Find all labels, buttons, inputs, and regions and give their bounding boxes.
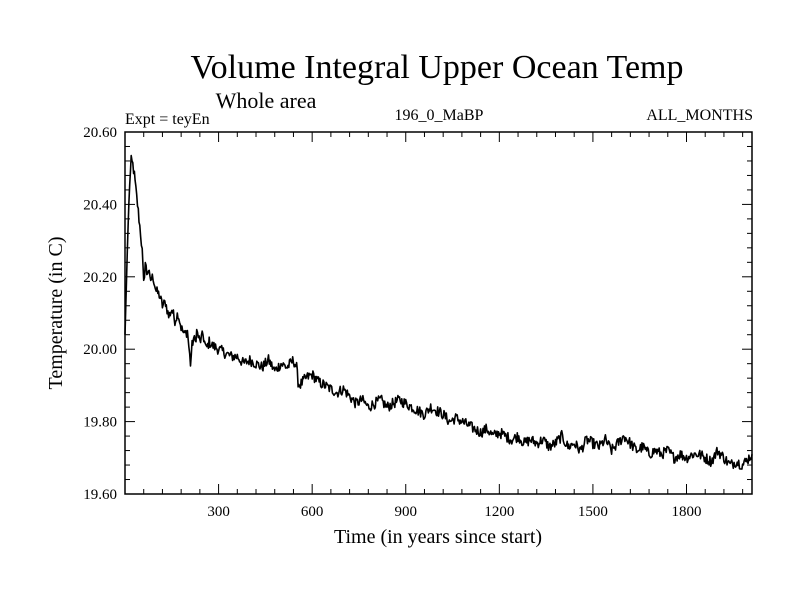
y-tick-label: 19.80: [83, 415, 117, 431]
y-tick-label: 20.60: [83, 125, 117, 141]
chart-subtitle: Whole area: [216, 88, 317, 113]
period-label: 196_0_MaBP: [395, 107, 484, 124]
y-tick-label: 20.40: [83, 197, 117, 213]
x-tick-label: 1500: [578, 504, 608, 520]
months-label: ALL_MONTHS: [646, 107, 753, 124]
x-tick-label: 300: [207, 504, 230, 520]
x-tick-label: 900: [394, 504, 417, 520]
y-axis-label: Temperature (in C): [45, 237, 67, 390]
plot-frame: [124, 131, 753, 495]
temperature-series-line: [124, 154, 753, 470]
x-tick-label: 1200: [484, 504, 514, 520]
tick-marks: [125, 131, 752, 495]
x-axis-label: Time (in years since start): [334, 526, 542, 548]
y-tick-label: 19.60: [83, 487, 117, 503]
x-tick-label: 1800: [671, 504, 701, 520]
chart-title: Volume Integral Upper Ocean Temp: [191, 49, 684, 86]
y-tick-label: 20.00: [83, 342, 117, 358]
x-tick-label: 600: [301, 504, 324, 520]
y-tick-label: 20.20: [83, 270, 117, 286]
y-tick-labels: 19.60 19.80 20.00 20.20 20.40 20.60: [83, 125, 117, 503]
x-tick-labels: 300 600 900 1200 1500 1800: [207, 504, 701, 520]
experiment-label: Expt = teyEn: [125, 111, 210, 128]
